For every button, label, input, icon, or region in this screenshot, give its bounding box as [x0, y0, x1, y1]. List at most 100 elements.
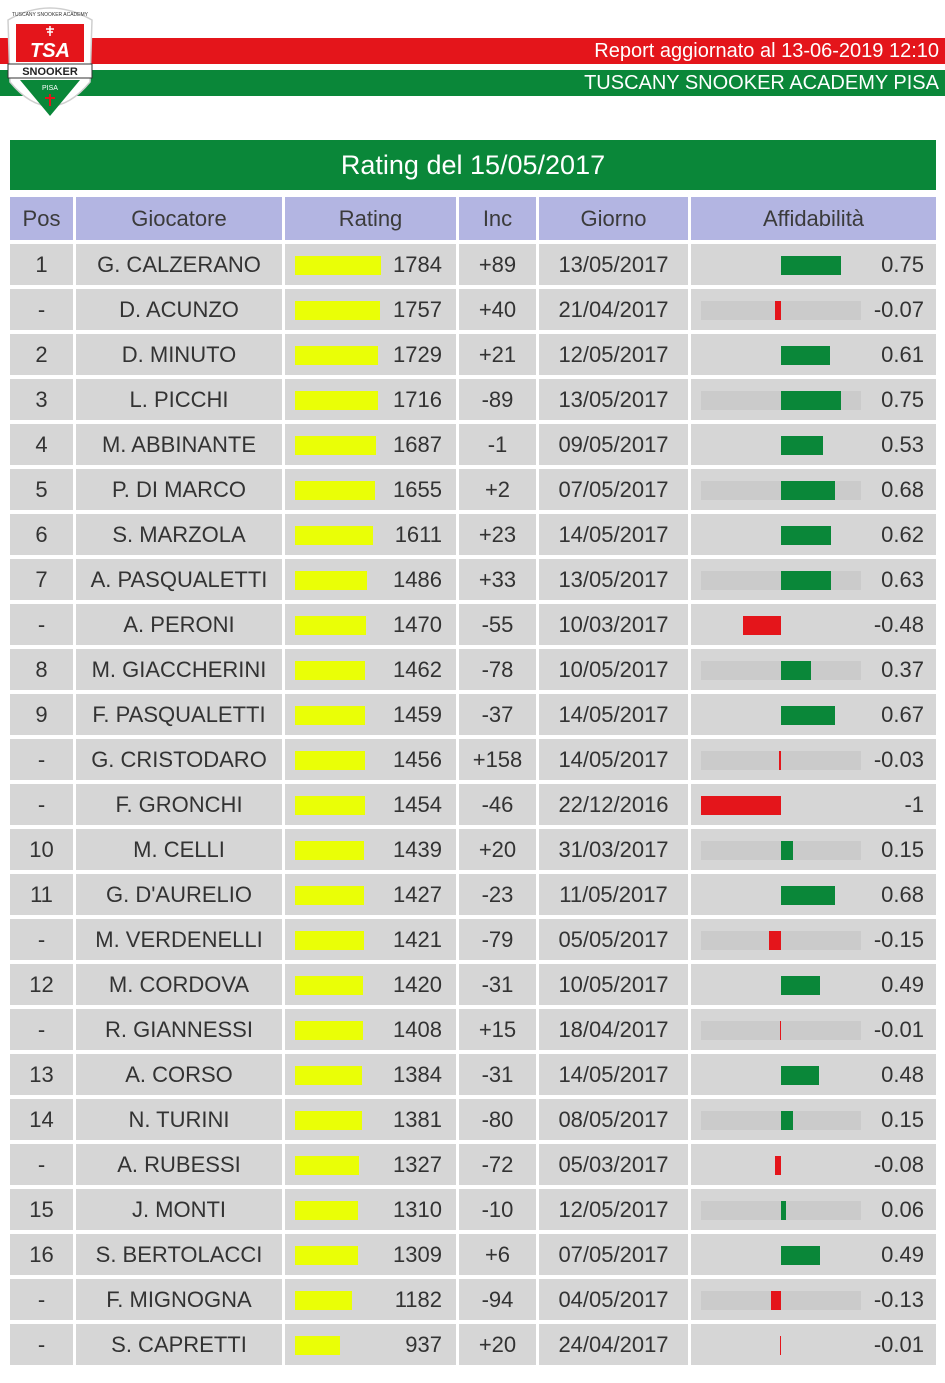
player-name-cell: A. CORSO	[76, 1054, 282, 1095]
pos-cell: 8	[10, 649, 73, 690]
affidabilita-track	[701, 1066, 861, 1085]
rating-cell: 1486	[285, 559, 456, 600]
rating-title: Rating del 15/05/2017	[340, 150, 606, 180]
inc-cell: -37	[459, 694, 536, 735]
rating-bar	[295, 346, 378, 365]
rating-table: Pos Giocatore Rating Inc Giorno Affidabi…	[7, 193, 939, 1369]
table-row: - D. ACUNZO 1757 +40 21/04/2017 -0.07	[10, 289, 936, 330]
tsa-logo: TUSCANY SNOOKER ACADEMY TSA SNOOKER PISA	[7, 7, 93, 116]
rating-bar	[295, 1111, 362, 1130]
rating-bar	[295, 256, 381, 275]
affidabilita-value: -0.08	[873, 1152, 924, 1177]
table-row: - S. CAPRETTI 937 +20 24/04/2017 -0.01	[10, 1324, 936, 1365]
affidabilita-value: -0.01	[873, 1017, 924, 1042]
affidabilita-value: 0.75	[881, 252, 924, 277]
affidabilita-bar	[781, 706, 835, 725]
affidabilita-bar	[769, 931, 781, 950]
affidabilita-track	[701, 976, 861, 995]
affidabilita-track	[701, 1156, 861, 1175]
pos-cell: 9	[10, 694, 73, 735]
pos-cell: 10	[10, 829, 73, 870]
table-row: 13 A. CORSO 1384 -31 14/05/2017 0.48	[10, 1054, 936, 1095]
date-cell: 07/05/2017	[539, 469, 688, 510]
table-row: - R. GIANNESSI 1408 +15 18/04/2017 -0.01	[10, 1009, 936, 1050]
table-row: - F. MIGNOGNA 1182 -94 04/05/2017 -0.13	[10, 1279, 936, 1320]
affidabilita-track	[701, 1336, 861, 1355]
date-cell: 07/05/2017	[539, 1234, 688, 1275]
player-name-cell: M. CORDOVA	[76, 964, 282, 1005]
affidabilita-cell: 0.37	[691, 649, 936, 690]
affidabilita-value: 0.49	[881, 972, 924, 997]
logo-top-text: TUSCANY SNOOKER ACADEMY	[12, 12, 89, 18]
academy-banner: TUSCANY SNOOKER ACADEMY PISA	[0, 70, 945, 96]
affidabilita-value: 0.67	[881, 702, 924, 727]
inc-cell: +20	[459, 1324, 536, 1365]
affidabilita-cell: -0.08	[691, 1144, 936, 1185]
affidabilita-cell: 0.15	[691, 1099, 936, 1140]
rating-bar	[295, 301, 380, 320]
affidabilita-value: 0.15	[881, 837, 924, 862]
rating-value: 1456	[393, 747, 442, 772]
inc-cell: -94	[459, 1279, 536, 1320]
player-name-cell: D. ACUNZO	[76, 289, 282, 330]
player-name-cell: A. PASQUALETTI	[76, 559, 282, 600]
inc-cell: -55	[459, 604, 536, 645]
rating-bar	[295, 1021, 363, 1040]
table-row: 12 M. CORDOVA 1420 -31 10/05/2017 0.49	[10, 964, 936, 1005]
pos-cell: -	[10, 1279, 73, 1320]
inc-cell: -89	[459, 379, 536, 420]
column-header-giocatore: Giocatore	[76, 197, 282, 240]
rating-cell: 1408	[285, 1009, 456, 1050]
rating-value: 1784	[393, 252, 442, 277]
player-name-cell: M. ABBINANTE	[76, 424, 282, 465]
inc-cell: -46	[459, 784, 536, 825]
inc-cell: -31	[459, 964, 536, 1005]
inc-cell: +23	[459, 514, 536, 555]
affidabilita-bar	[781, 256, 841, 275]
rating-value: 1310	[393, 1197, 442, 1222]
affidabilita-bar	[781, 571, 831, 590]
table-row: 7 A. PASQUALETTI 1486 +33 13/05/2017 0.63	[10, 559, 936, 600]
affidabilita-bar	[781, 1066, 819, 1085]
affidabilita-cell: 0.68	[691, 469, 936, 510]
inc-cell: +33	[459, 559, 536, 600]
rating-cell: 1384	[285, 1054, 456, 1095]
affidabilita-cell: -0.01	[691, 1324, 936, 1365]
date-cell: 21/04/2017	[539, 289, 688, 330]
pos-cell: 3	[10, 379, 73, 420]
rating-bar	[295, 616, 366, 635]
pos-cell: 15	[10, 1189, 73, 1230]
rating-value: 1611	[394, 522, 442, 547]
pos-cell: -	[10, 1144, 73, 1185]
affidabilita-value: 0.48	[881, 1062, 924, 1087]
rating-value: 1716	[393, 387, 442, 412]
rating-cell: 1784	[285, 244, 456, 285]
affidabilita-track	[701, 301, 861, 320]
affidabilita-value: 0.06	[881, 1197, 924, 1222]
affidabilita-track	[701, 841, 861, 860]
rating-value: 1182	[394, 1287, 442, 1312]
pos-cell: -	[10, 1324, 73, 1365]
table-row: - A. RUBESSI 1327 -72 05/03/2017 -0.08	[10, 1144, 936, 1185]
affidabilita-bar	[781, 436, 823, 455]
table-row: 10 M. CELLI 1439 +20 31/03/2017 0.15	[10, 829, 936, 870]
date-cell: 14/05/2017	[539, 739, 688, 780]
affidabilita-track	[701, 256, 861, 275]
table-row: - A. PERONI 1470 -55 10/03/2017 -0.48	[10, 604, 936, 645]
rating-value: 1384	[393, 1062, 442, 1087]
affidabilita-track	[701, 1246, 861, 1265]
affidabilita-bar	[781, 526, 831, 545]
inc-cell: -23	[459, 874, 536, 915]
rating-value: 1381	[393, 1107, 442, 1132]
affidabilita-track	[701, 751, 861, 770]
player-name-cell: G. CALZERANO	[76, 244, 282, 285]
table-row: 1 G. CALZERANO 1784 +89 13/05/2017 0.75	[10, 244, 936, 285]
affidabilita-track	[701, 796, 861, 815]
affidabilita-bar	[781, 346, 830, 365]
pos-cell: 11	[10, 874, 73, 915]
table-row: 8 M. GIACCHERINI 1462 -78 10/05/2017 0.37	[10, 649, 936, 690]
affidabilita-value: -0.15	[873, 927, 924, 952]
affidabilita-bar	[781, 391, 841, 410]
column-header-giorno: Giorno	[539, 197, 688, 240]
pos-cell: 13	[10, 1054, 73, 1095]
